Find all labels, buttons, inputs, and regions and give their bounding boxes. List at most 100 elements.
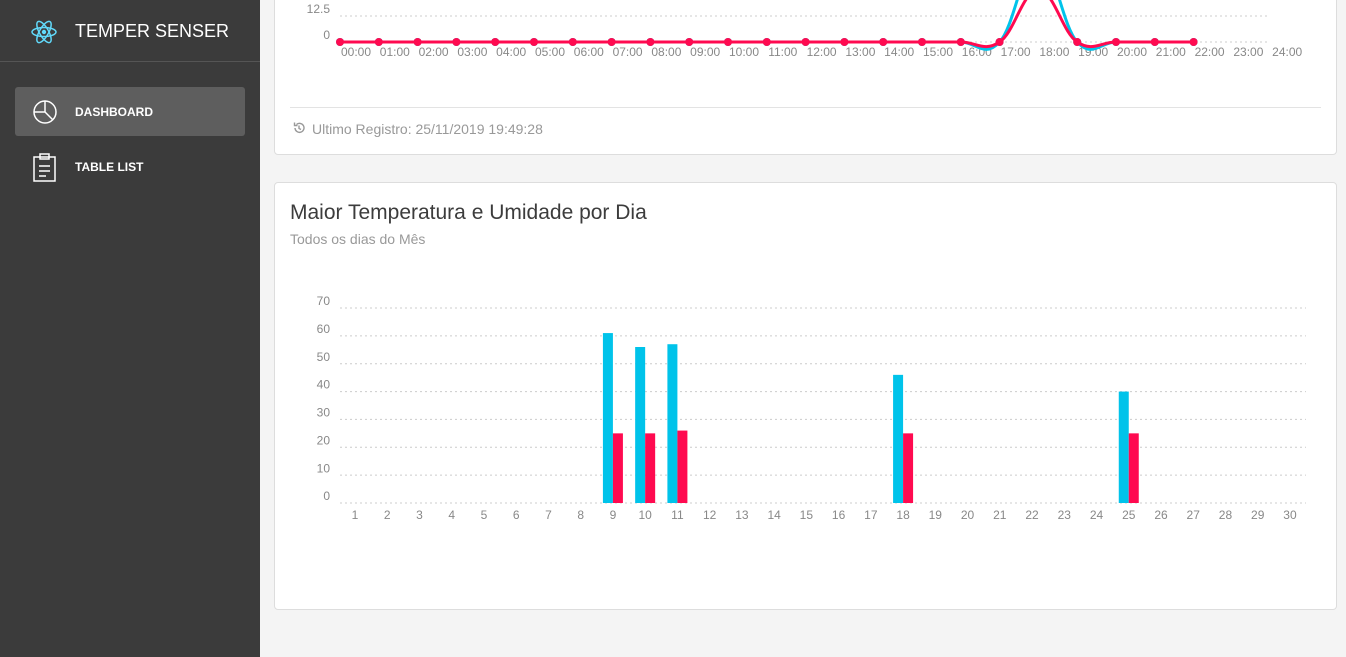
x-tick-label: 22 <box>1025 508 1039 522</box>
x-tick-label: 13 <box>735 508 749 522</box>
x-tick-label: 24 <box>1090 508 1104 522</box>
point <box>646 38 655 46</box>
bar <box>635 347 646 503</box>
x-tick-label: 05:00 <box>535 45 565 59</box>
y-tick-label: 0 <box>323 489 330 503</box>
x-tick-label: 24:00 <box>1272 45 1302 59</box>
x-tick-label: 18:00 <box>1039 45 1069 59</box>
x-tick-label: 21:00 <box>1156 45 1186 59</box>
x-tick-label: 28 <box>1219 508 1233 522</box>
divider <box>0 61 260 62</box>
x-tick-label: 12:00 <box>807 45 837 59</box>
sidebar: TEMPER SENSER DASHBOARD TABLE LIST <box>0 0 260 657</box>
menu-item[interactable]: DASHBOARD <box>15 87 245 136</box>
menu-label: TABLE LIST <box>75 160 144 174</box>
x-tick-label: 08:00 <box>651 45 681 59</box>
x-tick-label: 02:00 <box>419 45 449 59</box>
y-tick-label: 50 <box>317 350 331 364</box>
x-tick-label: 11:00 <box>768 45 797 59</box>
card-subtitle: Todos os dias do Mês <box>290 231 426 247</box>
point <box>1112 38 1120 46</box>
x-tick-label: 21 <box>993 508 1007 522</box>
x-tick-label: 20 <box>961 508 975 522</box>
point <box>607 38 616 46</box>
x-tick-label: 20:00 <box>1117 45 1147 59</box>
x-tick-label: 11 <box>671 508 684 522</box>
point <box>840 38 849 46</box>
y-tick-label: 30 <box>317 406 331 420</box>
y-tick-label: 10 <box>317 461 331 475</box>
y-tick-label: 20 <box>317 433 331 447</box>
last-record: Ultimo Registro: 25/11/2019 19:49:28 <box>312 121 543 137</box>
x-tick-label: 2 <box>384 508 391 522</box>
x-tick-label: 01:00 <box>380 45 410 59</box>
x-tick-label: 17 <box>864 508 878 522</box>
y-tick-label: 70 <box>317 294 331 308</box>
x-tick-label: 7 <box>545 508 552 522</box>
point <box>1150 38 1159 46</box>
bar <box>612 433 623 503</box>
point <box>374 38 383 46</box>
divider <box>290 107 1321 108</box>
point <box>491 38 500 46</box>
x-tick-label: 17:00 <box>1001 45 1031 59</box>
y-tick-label: 60 <box>317 322 331 336</box>
x-tick-label: 27 <box>1187 508 1201 522</box>
bar <box>1128 433 1139 503</box>
x-tick-label: 23:00 <box>1233 45 1263 59</box>
point <box>762 38 771 46</box>
x-tick-label: 6 <box>513 508 520 522</box>
bar <box>645 433 656 503</box>
x-tick-label: 12 <box>703 508 717 522</box>
x-tick-label: 09:00 <box>690 45 720 59</box>
bar <box>602 333 613 503</box>
point <box>956 38 965 46</box>
point <box>336 38 344 46</box>
bar <box>1118 391 1129 503</box>
x-tick-label: 13:00 <box>845 45 875 59</box>
icon <box>33 100 57 124</box>
y-tick-label: 40 <box>317 378 331 392</box>
x-tick-label: 25 <box>1122 508 1136 522</box>
brand: TEMPER SENSER <box>75 21 230 41</box>
card <box>274 0 1337 155</box>
x-tick-label: 18 <box>896 508 910 522</box>
point <box>568 38 577 46</box>
x-tick-label: 30 <box>1283 508 1297 522</box>
card-title: Maior Temperatura e Umidade por Dia <box>290 201 647 224</box>
x-tick-label: 10 <box>638 508 652 522</box>
x-tick-label: 16 <box>832 508 846 522</box>
menu-label: DASHBOARD <box>75 105 153 119</box>
point <box>801 38 810 46</box>
point <box>1189 38 1198 46</box>
y-tick-label: 12.5 <box>307 2 331 16</box>
x-tick-label: 23 <box>1058 508 1072 522</box>
x-tick-label: 22:00 <box>1195 45 1225 59</box>
brand-logo <box>31 20 57 44</box>
history-icon <box>293 122 305 134</box>
x-tick-label: 26 <box>1154 508 1168 522</box>
x-tick-label: 14 <box>767 508 781 522</box>
icon <box>33 153 56 182</box>
x-tick-label: 03:00 <box>457 45 487 59</box>
x-tick-label: 19 <box>929 508 943 522</box>
x-tick-label: 15 <box>800 508 814 522</box>
menu-item[interactable]: TABLE LIST <box>15 142 245 191</box>
point <box>685 38 694 46</box>
bar <box>677 430 688 503</box>
card <box>274 182 1337 610</box>
bar <box>903 433 914 503</box>
bar <box>667 344 678 503</box>
bar <box>893 374 904 503</box>
x-tick-label: 3 <box>416 508 423 522</box>
x-tick-label: 00:00 <box>341 45 371 59</box>
point <box>724 38 732 46</box>
x-tick-label: 8 <box>577 508 584 522</box>
x-tick-label: 1 <box>352 508 359 522</box>
x-tick-label: 14:00 <box>884 45 914 59</box>
point <box>530 38 538 46</box>
x-tick-label: 29 <box>1251 508 1265 522</box>
x-tick-label: 5 <box>481 508 488 522</box>
x-tick-label: 15:00 <box>923 45 953 59</box>
point <box>918 38 926 46</box>
